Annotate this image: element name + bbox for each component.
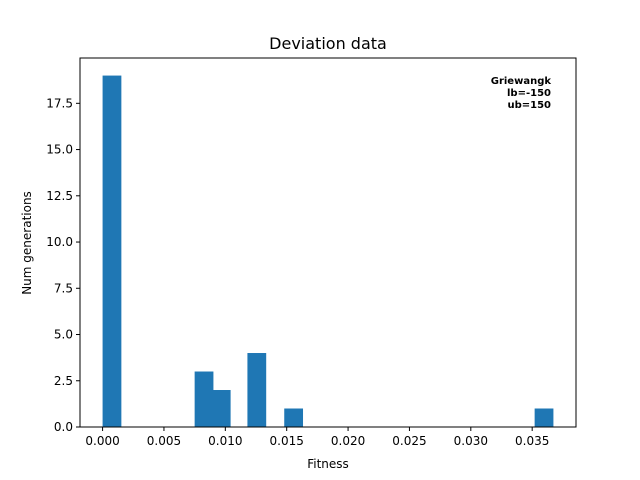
- histogram-bar-5: [534, 408, 554, 427]
- annotation-line-1: lb=-150: [507, 88, 551, 99]
- y-tick-label-2: 5.0: [54, 328, 73, 342]
- x-tick-label-7: 0.035: [515, 434, 549, 448]
- y-tick-label-6: 15.0: [46, 143, 73, 157]
- annotation-line-2: ub=150: [507, 100, 551, 111]
- y-axis-ticks: 0.0 2.5 5.0 7.5 10.0 12.5 15.0 17.5: [46, 96, 80, 434]
- x-tick-label-6: 0.030: [454, 434, 488, 448]
- y-tick-label-3: 7.5: [54, 281, 73, 295]
- histogram-bar-0: [102, 75, 122, 428]
- x-tick-label-0: 0.000: [85, 434, 119, 448]
- y-tick-label-4: 10.0: [46, 235, 73, 249]
- x-tick-label-1: 0.005: [147, 434, 181, 448]
- histogram-bar-1: [194, 371, 214, 427]
- y-tick-label-5: 12.5: [46, 189, 73, 203]
- histogram-bar-4: [284, 408, 304, 427]
- plot-frame: [79, 57, 577, 428]
- x-tick-label-4: 0.020: [331, 434, 365, 448]
- y-tick-label-1: 2.5: [54, 374, 73, 388]
- y-tick-label-7: 17.5: [46, 96, 73, 110]
- x-tick-label-3: 0.015: [270, 434, 304, 448]
- x-axis-ticks: 0.000 0.005 0.010 0.015 0.020 0.025 0.030 0.035: [85, 427, 549, 448]
- x-tick-label-5: 0.025: [392, 434, 426, 448]
- y-tick-label-0: 0.0: [54, 420, 73, 434]
- x-tick-label-2: 0.010: [208, 434, 242, 448]
- histogram-bar-2: [211, 390, 231, 427]
- bars-group: [102, 75, 554, 428]
- x-axis-label: Fitness: [307, 457, 349, 471]
- annotation-line-0: Griewangk: [491, 76, 552, 87]
- histogram-bar-3: [247, 353, 267, 427]
- y-axis-label: Num generations: [20, 191, 34, 295]
- chart-title: Deviation data: [269, 34, 387, 53]
